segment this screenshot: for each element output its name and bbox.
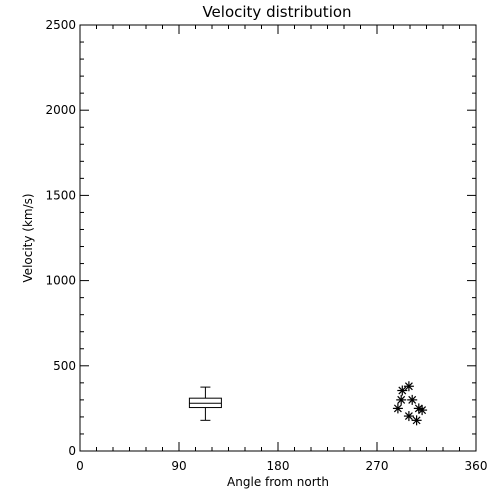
data-point: [396, 394, 407, 405]
y-tick-label: 0: [68, 444, 76, 458]
x-tick-label: 0: [76, 459, 84, 473]
x-tick-label: 360: [465, 459, 488, 473]
x-tick-label: 90: [171, 459, 186, 473]
y-tick-label: 500: [53, 359, 76, 373]
x-axis-label: Angle from north: [227, 475, 329, 489]
x-tick-label: 270: [366, 459, 389, 473]
plot-frame: [79, 24, 477, 452]
data-point: [407, 394, 418, 405]
data-point: [403, 381, 414, 392]
data-point: [403, 411, 414, 422]
data-point: [392, 403, 403, 414]
scatter-points: [392, 381, 428, 426]
y-axis: 0 500 1000 1500 2000 2500: [45, 18, 476, 458]
y-tick-label: 1000: [45, 274, 76, 288]
y-tick-label: 2500: [45, 18, 76, 32]
data-point: [397, 385, 408, 396]
x-tick-label: 180: [267, 459, 290, 473]
x-axis: 0 90 180 270 360: [76, 25, 487, 473]
y-axis-label: Velocity (km/s): [21, 193, 35, 282]
box-plot: [188, 386, 222, 421]
y-tick-label: 2000: [45, 103, 76, 117]
y-tick-label: 1500: [45, 188, 76, 202]
data-point: [411, 415, 422, 426]
data-point: [417, 405, 428, 416]
chart-title: Velocity distribution: [202, 3, 351, 21]
